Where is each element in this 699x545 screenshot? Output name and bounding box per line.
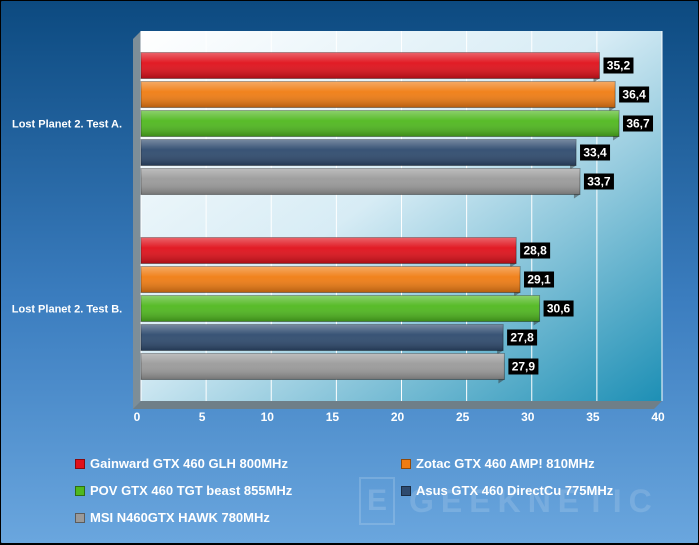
- legend-swatch: [75, 512, 85, 523]
- bar-sheen: [141, 139, 577, 166]
- plot-left-wall: [133, 31, 141, 409]
- data-label-box: [603, 57, 634, 74]
- data-label: 36,7: [626, 117, 650, 131]
- data-label-box: [580, 144, 611, 161]
- data-label: 36,4: [622, 88, 646, 102]
- legend-item: Asus GTX 460 DirectCu 775MHz: [401, 483, 613, 498]
- legend-item: Gainward GTX 460 GLH 800MHz: [75, 456, 288, 471]
- legend: Gainward GTX 460 GLH 800MHz Zotac GTX 460…: [1, 446, 699, 545]
- data-label-box: [507, 329, 538, 346]
- data-label: 35,2: [607, 59, 631, 73]
- data-label: 28,8: [523, 244, 547, 258]
- legend-label: Zotac GTX 460 AMP! 810MHz: [416, 456, 595, 471]
- legend-label: Gainward GTX 460 GLH 800MHz: [90, 456, 288, 471]
- bar-sheen: [141, 353, 505, 380]
- x-tick-label: 35: [586, 410, 600, 424]
- x-tick-label: 30: [521, 410, 535, 424]
- legend-swatch: [75, 485, 85, 496]
- legend-swatch: [401, 458, 411, 469]
- plot-floor: [133, 401, 662, 409]
- bar-sheen: [141, 266, 521, 293]
- x-tick-label: 20: [391, 410, 405, 424]
- x-tick-label: 5: [199, 410, 206, 424]
- x-tick-label: 15: [326, 410, 340, 424]
- x-tick-label: 10: [261, 410, 275, 424]
- data-label-box: [583, 173, 614, 190]
- legend-item: MSI N460GTX HAWK 780MHz: [75, 510, 270, 525]
- bar-sheen: [141, 237, 517, 264]
- legend-item: Zotac GTX 460 AMP! 810MHz: [401, 456, 595, 471]
- legend-swatch: [401, 485, 411, 496]
- bar-chart: 0 5 10 15 20 25 30 35 40 Lost Planet 2. Test A. 35…: [12, 31, 665, 424]
- data-label-box: [508, 358, 539, 375]
- data-label: 33,7: [587, 175, 611, 189]
- category-label: Lost Planet 2. Test A.: [12, 119, 122, 131]
- data-label: 27,8: [510, 331, 534, 345]
- data-label-box: [623, 115, 654, 132]
- bar-sheen: [141, 81, 616, 108]
- category-label: Lost Planet 2. Test B.: [12, 304, 122, 316]
- legend-label: POV GTX 460 TGT beast 855MHz: [90, 483, 293, 498]
- legend-item: POV GTX 460 TGT beast 855MHz: [75, 483, 292, 498]
- data-label-box: [543, 300, 574, 317]
- bar-sheen: [141, 110, 620, 137]
- data-label: 27,9: [512, 360, 536, 374]
- data-label-box: [524, 271, 555, 288]
- data-label: 30,6: [547, 302, 571, 316]
- bar-sheen: [141, 295, 540, 322]
- legend-label: Asus GTX 460 DirectCu 775MHz: [416, 483, 614, 498]
- data-label: 33,4: [583, 146, 607, 160]
- data-label-box: [619, 86, 650, 103]
- data-label: 29,1: [527, 273, 551, 287]
- x-tick-label: 0: [134, 410, 141, 424]
- legend-swatch: [75, 458, 85, 469]
- bar-sheen: [141, 52, 600, 79]
- x-tick-label: 25: [456, 410, 470, 424]
- data-label-box: [520, 242, 551, 259]
- bar-sheen: [141, 168, 580, 195]
- x-tick-label: 40: [651, 410, 665, 424]
- bar-sheen: [141, 324, 504, 351]
- legend-label: MSI N460GTX HAWK 780MHz: [90, 510, 270, 525]
